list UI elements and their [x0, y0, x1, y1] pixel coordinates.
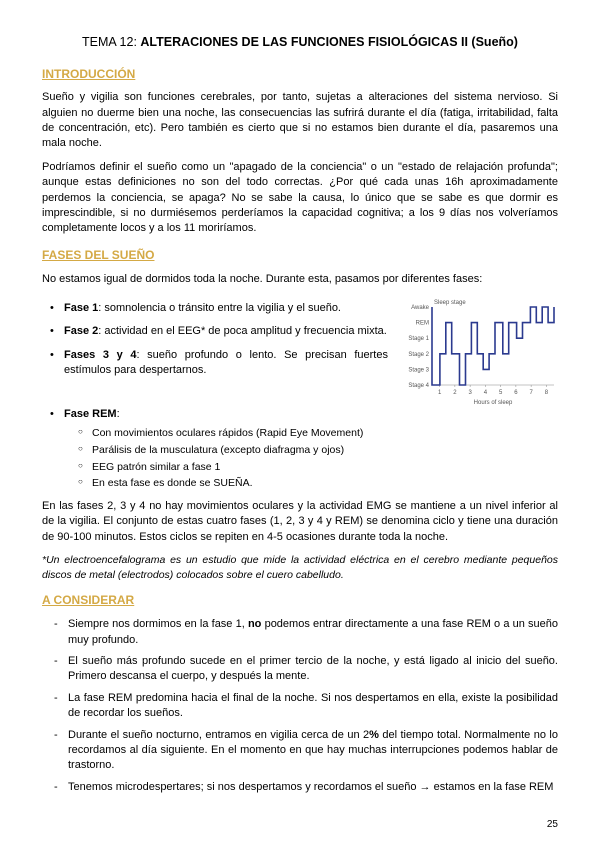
section-consider-header: A CONSIDERAR	[42, 592, 558, 609]
list-item: Fases 3 y 4: sueño profundo o lento. Se …	[64, 348, 388, 379]
list-item: Fase 1: somnolencia o tránsito entre la …	[64, 301, 388, 316]
phase34-label: Fases 3 y 4	[64, 349, 136, 361]
rem-colon: :	[117, 408, 120, 420]
svg-text:Hours of sleep: Hours of sleep	[474, 400, 513, 406]
section-phases-header: FASES DEL SUEÑO	[42, 247, 558, 264]
page-number: 25	[547, 818, 558, 832]
list-item: Tenemos microdespertares; si nos despert…	[68, 780, 558, 795]
svg-text:Awake: Awake	[411, 305, 430, 311]
rem-label: Fase REM	[64, 408, 117, 420]
phase1-text: : somnolencia o tránsito entre la vigili…	[98, 302, 341, 314]
svg-text:Stage 2: Stage 2	[408, 352, 429, 358]
list-item: Fase REM: Con movimientos oculares rápid…	[64, 407, 558, 491]
list-item: El sueño más profundo sucede en el prime…	[68, 654, 558, 685]
intro-p1: Sueño y vigilia son funciones cerebrales…	[42, 90, 558, 152]
list-item: Siempre nos dormimos en la fase 1, no po…	[68, 617, 558, 648]
svg-text:Sleep stage: Sleep stage	[434, 300, 466, 306]
phases-summary: En las fases 2, 3 y 4 no hay movimientos…	[42, 499, 558, 545]
chart-svg: Sleep stage Awake REM Stage 1 Stage 2 Stage 3…	[398, 297, 558, 407]
svg-text:Stage 3: Stage 3	[408, 367, 429, 373]
list-item: Durante el sueño nocturno, entramos en v…	[68, 728, 558, 774]
list-item: Parálisis de la musculatura (excepto dia…	[92, 443, 558, 458]
phase2-text: : actividad en el EEG* de poca amplitud …	[98, 325, 387, 337]
phases-intro: No estamos igual de dormidos toda la noc…	[42, 272, 558, 287]
list-item: Fase 2: actividad en el EEG* de poca amp…	[64, 324, 388, 339]
list-item: La fase REM predomina hacia el final de …	[68, 691, 558, 722]
list-item: En esta fase es donde se SUEÑA.	[92, 476, 558, 491]
svg-text:Stage 4: Stage 4	[408, 383, 429, 389]
phase1-label: Fase 1	[64, 302, 98, 314]
intro-p2: Podríamos definir el sueño como un "apag…	[42, 160, 558, 237]
title-main: ALTERACIONES DE LAS FUNCIONES FISIOLÓGIC…	[140, 35, 518, 49]
svg-text:REM: REM	[416, 321, 429, 327]
section-intro-header: INTRODUCCIÓN	[42, 66, 558, 83]
title-prefix: TEMA 12:	[82, 35, 140, 49]
phase2-label: Fase 2	[64, 325, 98, 337]
svg-text:Stage 1: Stage 1	[408, 336, 429, 342]
list-item: Con movimientos oculares rápidos (Rapid …	[92, 426, 558, 441]
list-item: EEG patrón similar a fase 1	[92, 460, 558, 475]
eeg-footnote: *Un electroencefalograma es un estudio q…	[42, 553, 558, 582]
sleep-stage-chart: Sleep stage Awake REM Stage 1 Stage 2 Stage 3…	[398, 297, 558, 411]
page-title: TEMA 12: ALTERACIONES DE LAS FUNCIONES F…	[42, 34, 558, 52]
